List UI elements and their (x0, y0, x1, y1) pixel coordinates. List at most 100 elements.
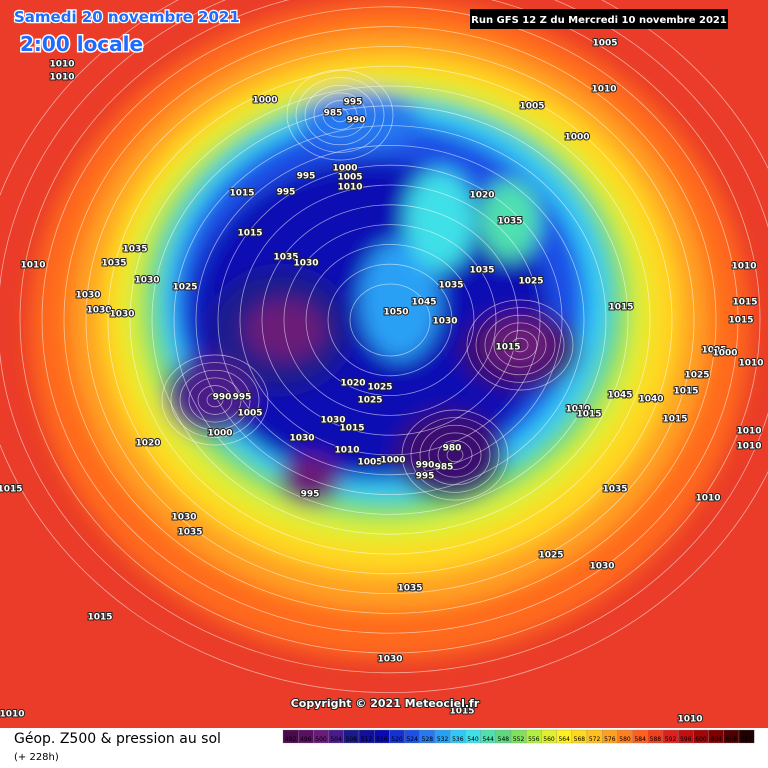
colorbar-label: 560 (543, 736, 555, 743)
run-box (470, 9, 728, 29)
pressure-label: 995 (344, 98, 363, 108)
isobar (41, 6, 739, 634)
colorbar-label: 524 (406, 736, 418, 743)
colorbar-label: 492 (285, 736, 297, 743)
pressure-label: 995 (297, 172, 316, 182)
colorbar-label: 604 (710, 736, 722, 743)
pressure-label: 1045 (607, 391, 632, 401)
colorbar-label: 588 (650, 736, 662, 743)
isobar (466, 299, 574, 391)
pressure-label: 1010 (736, 427, 761, 437)
isobar (502, 330, 538, 360)
field-area (485, 320, 555, 370)
isobar (197, 385, 233, 415)
pressure-label: 1030 (109, 310, 134, 320)
pressure-label: 1010 (736, 442, 761, 452)
pressure-label: 995 (301, 490, 320, 500)
isobar (151, 105, 629, 535)
pressure-label: 1015 (662, 415, 687, 425)
pressure-label: 1010 (738, 359, 763, 369)
pressure-label: 1015 (495, 343, 520, 353)
pressure-label: 1030 (432, 317, 457, 327)
isobar (304, 84, 376, 146)
colorbar-label: 516 (376, 736, 388, 743)
colorbar-label: 568 (574, 736, 586, 743)
colorbar-swatch (738, 729, 755, 744)
colorbar-label: 508 (346, 736, 358, 743)
isobar (305, 243, 475, 396)
isobar (437, 440, 473, 470)
pressure-label: 1010 (49, 60, 74, 70)
pressure-label: 1035 (469, 266, 494, 276)
isobar (63, 26, 717, 614)
isobar (0, 0, 768, 693)
pressure-label: 1050 (383, 308, 408, 318)
colorbar-label: 584 (634, 736, 646, 743)
pressure-label: 1000 (252, 96, 277, 106)
pressure-label: 1025 (172, 283, 197, 293)
pressure-label: 1020 (135, 439, 160, 449)
isobar (217, 164, 563, 476)
colorbar: 492 496 500 504 508 512 516 520 524 528 532 536 540 5… (282, 729, 755, 744)
isobar (410, 417, 500, 493)
pressure-label: 1000 (564, 133, 589, 143)
isobar (107, 65, 673, 575)
colorbar-label: 552 (513, 736, 525, 743)
field-area (360, 240, 440, 360)
pressure-label: 1035 (438, 281, 463, 291)
isobar (349, 283, 431, 357)
pressure-label: 1030 (293, 259, 318, 269)
pressure-label: 1030 (75, 291, 100, 301)
pressure-label: 1010 (49, 73, 74, 83)
isobar (313, 92, 367, 138)
isobar (475, 307, 565, 383)
pressure-label: 1015 (87, 613, 112, 623)
colorbar-label: 544 (482, 736, 494, 743)
isobar (295, 77, 385, 153)
pressure-label: 1005 (519, 102, 544, 112)
isobar (206, 392, 224, 408)
pressure-label: 1030 (86, 306, 111, 316)
colorbar-label: 512 (361, 736, 373, 743)
pressure-label: 1015 (449, 707, 474, 717)
isobar (428, 432, 482, 478)
isobar (327, 263, 453, 377)
pressure-label: 1035 (602, 485, 627, 495)
pressure-label: 1035 (497, 217, 522, 227)
pressure-label: 1000 (207, 429, 232, 439)
pressure-label: 1040 (638, 395, 663, 405)
pressure-label: 1035 (273, 253, 298, 263)
pressure-label: 1025 (357, 396, 382, 406)
pressure-label: 1020 (340, 379, 365, 389)
isobar (173, 125, 607, 515)
colorbar-label: 580 (619, 736, 631, 743)
pressure-label: 1030 (589, 562, 614, 572)
colorbar-label: 596 (680, 736, 692, 743)
colorbar-label: 520 (391, 736, 403, 743)
pressure-label: 1015 (608, 303, 633, 313)
isobar (0, 0, 768, 674)
pressure-label: 1000 (712, 349, 737, 359)
footer-title: Géop. Z500 & pression au sol (14, 731, 221, 747)
isobar (19, 0, 761, 654)
pressure-label: 1015 (673, 387, 698, 397)
pressure-label: 1005 (701, 346, 726, 356)
isobar (286, 69, 394, 161)
colorbar-label: 592 (665, 736, 677, 743)
isobars (0, 0, 768, 693)
pressure-label: 1010 (337, 183, 362, 193)
field-area (480, 180, 540, 260)
run-info: Run GFS 12 Z du Mercredi 10 novembre 202… (471, 15, 727, 26)
colorbar-label: 504 (330, 736, 342, 743)
colorbar-label: 528 (422, 736, 434, 743)
field-area (405, 170, 475, 270)
pressure-label: 1035 (177, 528, 202, 538)
footer-lead: (+ 228h) (14, 752, 59, 763)
isobar (331, 107, 349, 123)
pressure-label: 990 (347, 116, 366, 126)
pressure-label: 1030 (171, 513, 196, 523)
pressure-label: 1015 (732, 298, 757, 308)
colorbar-label: 548 (498, 736, 510, 743)
isobar (261, 204, 519, 436)
